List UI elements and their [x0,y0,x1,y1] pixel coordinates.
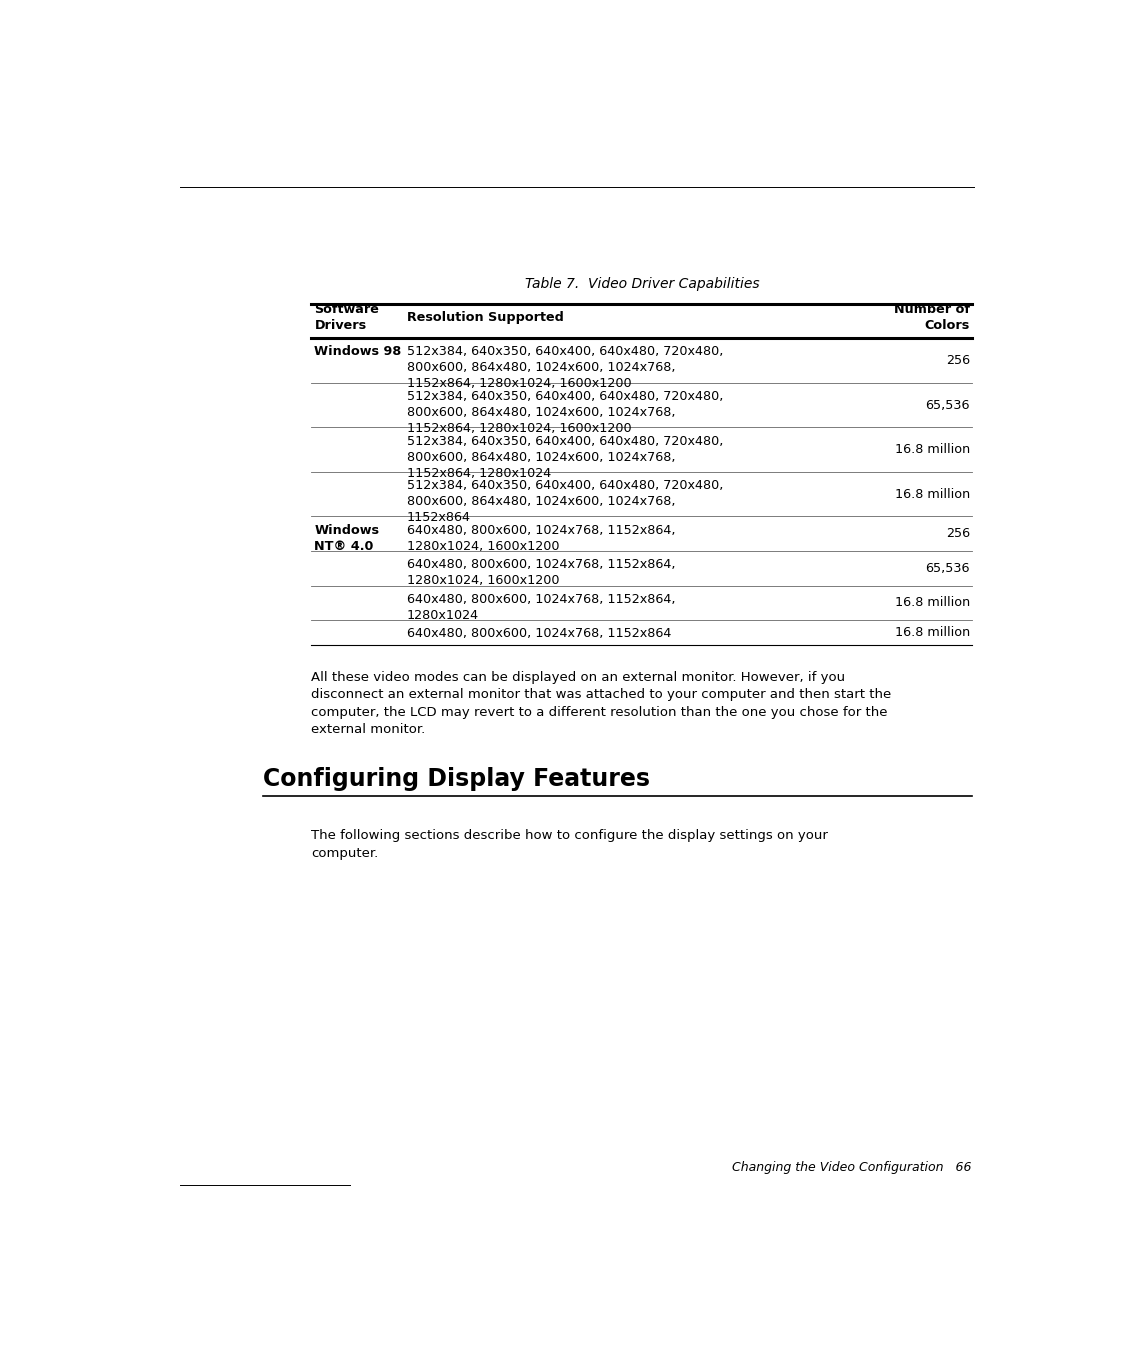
Text: The following sections describe how to configure the display settings on your
co: The following sections describe how to c… [311,829,828,860]
Text: 640x480, 800x600, 1024x768, 1152x864,
1280x1024: 640x480, 800x600, 1024x768, 1152x864, 12… [406,592,676,622]
Text: 640x480, 800x600, 1024x768, 1152x864: 640x480, 800x600, 1024x768, 1152x864 [406,627,671,641]
Text: Resolution Supported: Resolution Supported [406,311,564,324]
Text: Changing the Video Configuration   66: Changing the Video Configuration 66 [732,1161,972,1174]
Text: Windows 98: Windows 98 [314,346,402,358]
Text: 16.8 million: 16.8 million [894,488,969,500]
Text: 256: 256 [946,527,969,541]
Text: 512x384, 640x350, 640x400, 640x480, 720x480,
800x600, 864x480, 1024x600, 1024x76: 512x384, 640x350, 640x400, 640x480, 720x… [406,346,723,391]
Text: 16.8 million: 16.8 million [894,596,969,610]
Text: Number of
Colors: Number of Colors [894,303,969,333]
Text: 512x384, 640x350, 640x400, 640x480, 720x480,
800x600, 864x480, 1024x600, 1024x76: 512x384, 640x350, 640x400, 640x480, 720x… [406,389,723,435]
Text: Software
Drivers: Software Drivers [314,303,379,333]
Text: 65,536: 65,536 [926,399,969,411]
Text: 512x384, 640x350, 640x400, 640x480, 720x480,
800x600, 864x480, 1024x600, 1024x76: 512x384, 640x350, 640x400, 640x480, 720x… [406,434,723,480]
Text: Windows
NT® 4.0: Windows NT® 4.0 [314,523,379,553]
Text: 256: 256 [946,354,969,366]
Text: Table 7.  Video Driver Capabilities: Table 7. Video Driver Capabilities [525,277,760,291]
Text: 512x384, 640x350, 640x400, 640x480, 720x480,
800x600, 864x480, 1024x600, 1024x76: 512x384, 640x350, 640x400, 640x480, 720x… [406,479,723,525]
Text: 640x480, 800x600, 1024x768, 1152x864,
1280x1024, 1600x1200: 640x480, 800x600, 1024x768, 1152x864, 12… [406,558,676,587]
Text: 16.8 million: 16.8 million [894,626,969,639]
Text: 65,536: 65,536 [926,561,969,575]
Text: 16.8 million: 16.8 million [894,443,969,456]
Text: All these video modes can be displayed on an external monitor. However, if you
d: All these video modes can be displayed o… [311,671,891,737]
Text: Configuring Display Features: Configuring Display Features [263,767,650,791]
Text: 640x480, 800x600, 1024x768, 1152x864,
1280x1024, 1600x1200: 640x480, 800x600, 1024x768, 1152x864, 12… [406,523,676,553]
